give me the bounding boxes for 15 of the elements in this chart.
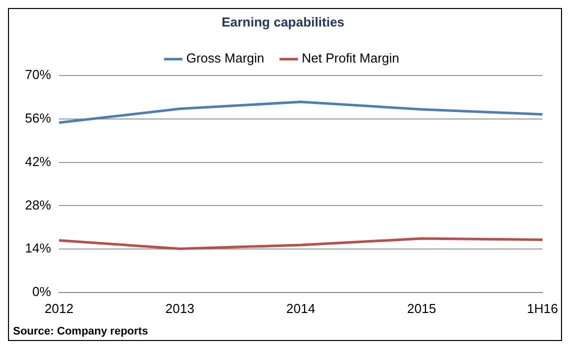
y-tick-label: 28%: [24, 197, 52, 212]
chart-title: Earning capabilities: [222, 14, 344, 30]
x-tick-label: 2012: [44, 300, 74, 316]
y-tick-label: 14%: [24, 240, 52, 256]
legend-label: Net Profit Margin: [302, 50, 400, 66]
x-tick-label: 2013: [165, 300, 194, 316]
legend-label: Gross Margin: [186, 50, 264, 66]
source-note: Source: Company reports: [13, 326, 148, 338]
y-tick-label: 70%: [24, 67, 52, 82]
x-tick-label: 2014: [286, 300, 316, 316]
x-tick-label: 2015: [407, 300, 436, 316]
x-tick-label: 1H16: [526, 300, 558, 316]
y-tick-label: 56%: [24, 110, 52, 126]
y-tick-label: 42%: [24, 154, 52, 169]
y-tick-label: 0%: [32, 284, 52, 299]
